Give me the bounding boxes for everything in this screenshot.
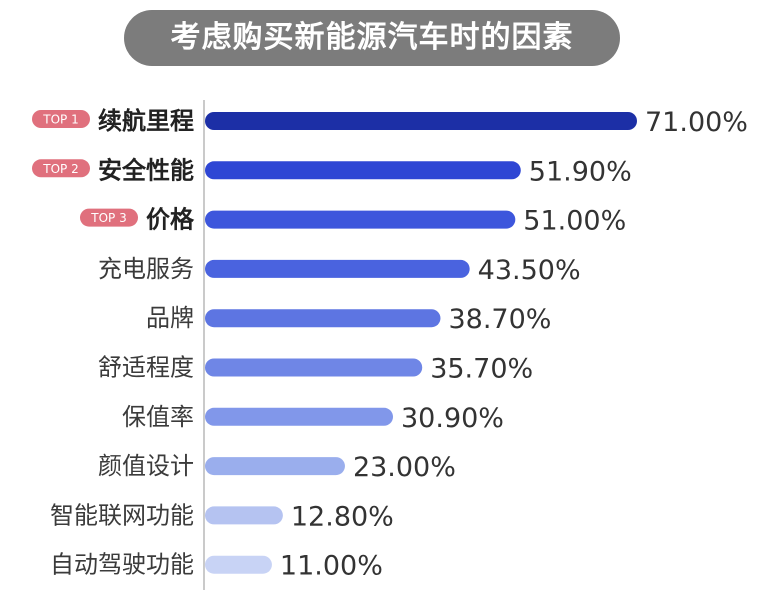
- bars-group: 71.00% 续航里程 TOP 1 51.90% 安全性能 TOP 2 51.00% 价格 TO…: [32, 107, 748, 582]
- value-label: 43.50%: [478, 255, 581, 286]
- value-label: 12.80%: [291, 501, 394, 532]
- top-badge: [32, 159, 90, 178]
- bar: [205, 161, 521, 180]
- top-badge: [32, 110, 90, 128]
- top-badge-label: TOP 3: [90, 211, 126, 225]
- value-label: 71.00%: [645, 107, 748, 138]
- value-label: 23.00%: [353, 452, 456, 483]
- category-label: 充电服务: [98, 255, 194, 283]
- value-label: 38.70%: [448, 304, 551, 335]
- category-label: 智能联网功能: [50, 501, 194, 529]
- top-badge-label: TOP 1: [42, 113, 78, 127]
- bar: [205, 555, 272, 574]
- bar: [205, 259, 470, 278]
- value-label: 51.90%: [529, 156, 632, 187]
- bar: [205, 457, 345, 476]
- value-label: 35.70%: [430, 354, 533, 385]
- bar: [205, 210, 516, 229]
- bar: [205, 309, 441, 328]
- value-label: 51.00%: [523, 206, 626, 237]
- bar: [205, 358, 423, 377]
- value-label: 30.90%: [401, 403, 504, 434]
- top-badge-label: TOP 2: [42, 162, 78, 176]
- category-label: 安全性能: [98, 156, 194, 184]
- category-label: 颜值设计: [98, 452, 194, 480]
- category-label: 舒适程度: [98, 354, 194, 382]
- category-label: 自动驾驶功能: [50, 551, 194, 579]
- chart-title: 考虑购买新能源汽车时的因素: [124, 10, 620, 66]
- category-label: 保值率: [122, 403, 194, 431]
- bar: [205, 506, 283, 525]
- bar: [205, 407, 394, 426]
- category-label: 价格: [146, 206, 195, 234]
- category-label: 品牌: [146, 304, 194, 332]
- top-badge: [80, 208, 138, 227]
- value-label: 11.00%: [280, 551, 383, 582]
- bar: [205, 112, 637, 130]
- category-label: 续航里程: [98, 107, 194, 135]
